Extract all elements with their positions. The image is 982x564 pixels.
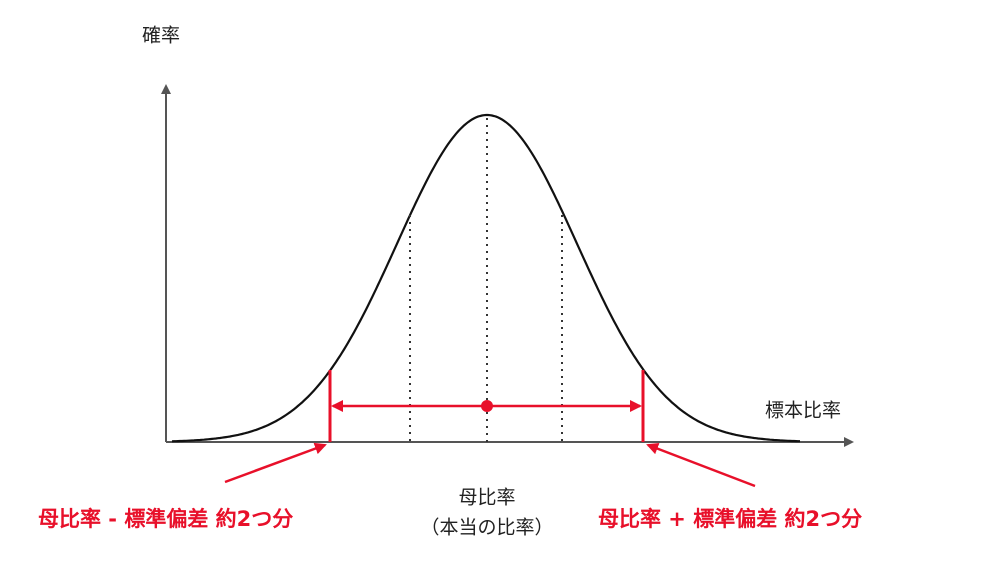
interval [224, 370, 756, 488]
pointer-arrow [646, 442, 756, 488]
center-dot [481, 400, 493, 412]
y-axis-label: 確率 [142, 25, 180, 47]
x-axis-label: 標本比率 [765, 400, 841, 422]
pointer-arrow [224, 442, 327, 484]
center-sublabel: （本当の比率） [420, 517, 553, 539]
center-label: 母比率 [458, 487, 515, 509]
upper-label: 母比率 + 標準偏差 約2つ分 [598, 507, 862, 531]
lower-label: 母比率 - 標準偏差 約2つ分 [38, 507, 293, 531]
normal-curve [171, 113, 800, 443]
